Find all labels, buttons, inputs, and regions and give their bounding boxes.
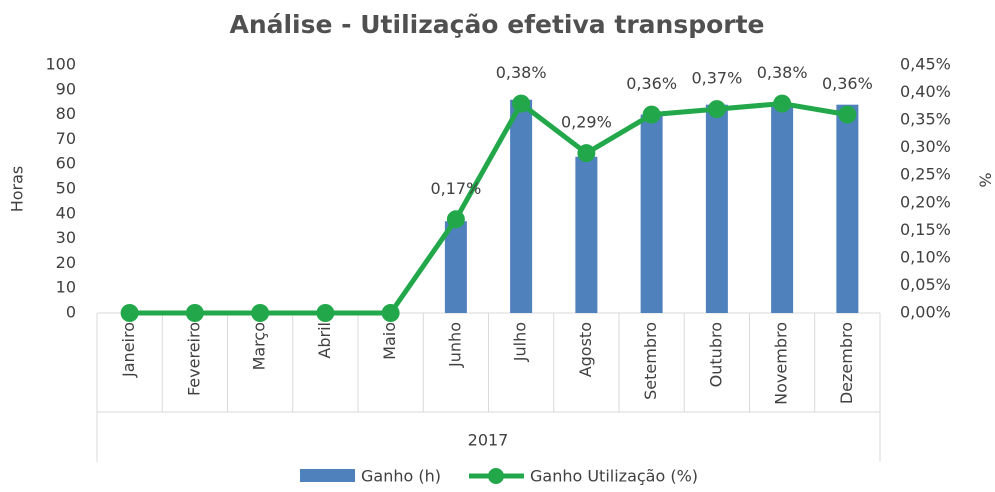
x-tick-label: Julho [511, 322, 530, 362]
x-tick-label: Abril [315, 322, 334, 359]
line-marker [185, 304, 204, 322]
x-tick-label: Maio [380, 322, 399, 360]
y-tick-label: 70 [56, 129, 76, 148]
y2-axis-label: % [976, 172, 995, 187]
legend-label: Ganho (h) [361, 467, 441, 486]
x-tick-label: Agosto [576, 322, 595, 377]
line-marker [446, 210, 465, 229]
y-tick-label: 50 [56, 179, 76, 198]
data-label: 0,29% [561, 113, 612, 132]
bar [510, 99, 533, 313]
data-label: 0,36% [822, 74, 873, 93]
line-marker [707, 100, 726, 119]
y2-tick-label: 0,45% [900, 55, 951, 74]
y2-tick-label: 0,25% [900, 165, 951, 184]
x-tick-label: Junho [445, 322, 464, 368]
line-marker [642, 105, 661, 124]
y-tick-label: 10 [56, 278, 76, 297]
x-tick-label: Dezembro [837, 322, 856, 404]
line-marker [577, 144, 596, 163]
line-marker [381, 304, 400, 322]
bar [575, 156, 598, 313]
y2-tick-label: 0,35% [900, 110, 951, 129]
line-marker [120, 304, 139, 322]
legend-marker [487, 468, 504, 484]
y2-tick-label: 0,05% [900, 275, 951, 294]
data-label: 0,36% [626, 74, 677, 93]
x-tick-label: Março [250, 322, 269, 370]
y2-tick-label: 0,30% [900, 137, 951, 156]
line-marker [838, 105, 857, 124]
x-tick-label: Setembro [641, 322, 660, 400]
line [129, 101, 848, 316]
bar [444, 221, 467, 313]
y-tick-label: 60 [56, 154, 76, 173]
x-tick-label: Fevereiro [184, 322, 203, 396]
line-marker [512, 94, 531, 113]
data-label: 0,37% [691, 69, 742, 88]
line-marker [316, 304, 335, 322]
x-group-label: 2017 [468, 431, 509, 450]
bar [771, 104, 794, 314]
y-tick-label: 40 [56, 203, 76, 222]
legend-swatch [300, 469, 355, 482]
y2-tick-label: 0,10% [900, 247, 951, 266]
y2-tick-label: 0,20% [900, 192, 951, 211]
y-tick-label: 20 [56, 253, 76, 272]
bar [705, 104, 728, 314]
data-label: 0,38% [757, 63, 808, 82]
chart-title: Análise - Utilização efetiva transporte [229, 10, 764, 39]
data-label: 0,38% [496, 63, 547, 82]
y2-tick-label: 0,00% [900, 303, 951, 322]
y-tick-label: 90 [56, 79, 76, 98]
bar [640, 114, 663, 313]
data-label: 0,17% [430, 179, 481, 198]
y-tick-label: 100 [45, 55, 76, 74]
y-tick-label: 30 [56, 228, 76, 247]
y2-tick-label: 0,40% [900, 82, 951, 101]
y-tick-label: 0 [66, 303, 76, 322]
line-marker [773, 94, 792, 113]
x-tick-label: Outubro [706, 322, 725, 387]
y-tick-label: 80 [56, 104, 76, 123]
x-tick-label: Novembro [772, 322, 791, 405]
line-marker [251, 304, 270, 322]
x-tick-label: Janeiro [119, 322, 138, 378]
bar [836, 104, 859, 314]
y2-tick-label: 0,15% [900, 220, 951, 239]
legend-label: Ganho Utilização (%) [530, 467, 698, 486]
y-axis-label: Horas [8, 166, 27, 213]
